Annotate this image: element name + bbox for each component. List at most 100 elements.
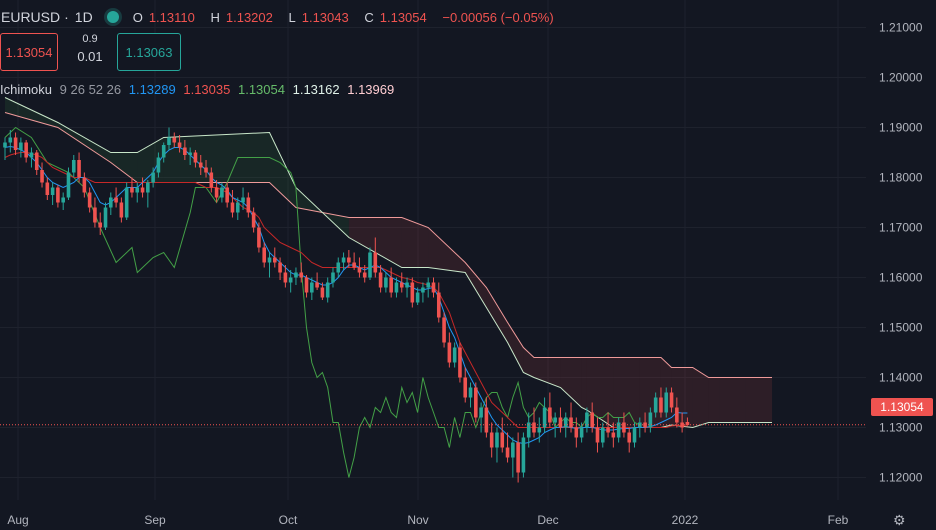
candle-body <box>34 152 39 170</box>
y-axis: 1.21000 1.20000 1.19000 1.18000 1.17000 1.160… <box>879 21 923 485</box>
market-status-icon <box>106 11 119 23</box>
high-label: H <box>210 9 220 25</box>
candle-body <box>325 282 330 298</box>
candle-body <box>225 187 229 203</box>
y-tick-label: 1.16000 <box>879 271 923 285</box>
last-price-badge: 1.13054 <box>871 398 933 416</box>
candle-body <box>124 187 129 218</box>
candle-body <box>198 162 203 168</box>
candle-body <box>50 187 55 195</box>
candle-body <box>304 277 309 293</box>
candle-body <box>685 422 690 425</box>
candle-body <box>399 282 404 288</box>
candle-body <box>315 282 319 288</box>
cloud-segment <box>428 227 466 273</box>
cloud-segment <box>401 217 429 268</box>
x-tick-label: Sep <box>144 513 166 527</box>
candle-body <box>331 272 335 283</box>
y-tick-label: 1.12000 <box>879 471 923 485</box>
cloud-segment <box>708 377 720 423</box>
candle-body <box>378 272 383 288</box>
sell-button[interactable]: 1.13054 <box>0 33 58 71</box>
candle-body <box>193 152 198 163</box>
spread-bottom: 0.01 <box>77 49 103 64</box>
y-tick-label: 1.15000 <box>879 321 923 335</box>
high-value: 1.13202 <box>225 9 273 25</box>
candle-body <box>463 377 468 398</box>
x-axis: Aug Sep Oct Nov Dec 2022 Feb <box>7 513 848 527</box>
cloud-segment <box>57 122 111 163</box>
candle-body <box>569 417 573 428</box>
candle-body <box>140 187 145 193</box>
candle-body <box>489 432 494 448</box>
lagging-span-value: 1.13054 <box>237 82 285 97</box>
candle-body <box>146 182 150 193</box>
candle-body <box>177 142 182 148</box>
candle-body <box>257 227 261 248</box>
candle-body <box>246 197 251 213</box>
indicator-legend[interactable]: Ichimoku 9 26 52 26 1.13289 1.13035 1.13… <box>0 82 398 97</box>
candle-body <box>188 152 192 155</box>
candle-body <box>669 392 674 408</box>
open-label: O <box>132 9 143 25</box>
lead-a-line <box>4 97 772 429</box>
y-tick-label: 1.20000 <box>879 71 923 85</box>
buy-button[interactable]: 1.13063 <box>117 33 181 71</box>
candle-body <box>299 272 304 278</box>
candle-body <box>579 427 584 438</box>
candle-body <box>288 277 293 283</box>
candle-body <box>66 172 71 198</box>
candle-body <box>394 282 399 293</box>
candle-body <box>71 160 76 173</box>
candle-body <box>452 347 457 363</box>
x-tick-label: Oct <box>279 513 298 527</box>
candle-body <box>130 187 134 193</box>
candle-body <box>627 432 632 443</box>
candle-body <box>548 407 552 423</box>
candle-body <box>352 262 356 268</box>
candle-body <box>93 207 97 223</box>
candle-body <box>310 282 314 293</box>
x-tick-label: Dec <box>537 513 558 527</box>
candle-body <box>294 272 298 278</box>
candle-body <box>13 137 18 150</box>
candle-body <box>653 397 658 413</box>
candle-body <box>172 137 177 143</box>
candle-body <box>574 427 579 438</box>
cloud-segment <box>5 97 58 128</box>
y-tick-label: 1.14000 <box>879 371 923 385</box>
candle-body <box>558 417 563 428</box>
candle-body <box>251 212 256 228</box>
candle-body <box>167 137 171 145</box>
cloud-segment <box>110 152 138 183</box>
candle-body <box>616 422 621 438</box>
candle-body <box>362 272 367 278</box>
candle-body <box>590 412 594 428</box>
open-value: 1.13110 <box>148 9 195 25</box>
candle-body <box>436 292 441 318</box>
candle-body <box>622 422 626 433</box>
candle-body <box>442 317 446 343</box>
candle-body <box>532 422 536 433</box>
gear-icon[interactable]: ⚙ <box>893 512 906 528</box>
conversion-line-value: 1.13289 <box>128 82 176 97</box>
candle-body <box>220 187 224 198</box>
candle-body <box>204 167 208 173</box>
candle-body <box>241 197 245 203</box>
candle-body <box>421 287 425 293</box>
cloud-segment <box>465 262 487 308</box>
cloud-segment <box>586 357 614 428</box>
candle-body <box>151 172 155 183</box>
cloud-segment <box>534 357 561 388</box>
symbol-header: EURUSD · 1D O 1.13110 H 1.13202 L 1.13043 C… <box>0 6 560 28</box>
candle-body <box>468 387 473 398</box>
candle-body <box>505 447 510 458</box>
candle-body <box>484 407 489 433</box>
candle-body <box>283 272 288 283</box>
indicator-lines <box>4 97 772 478</box>
candles <box>3 127 690 483</box>
interval-label[interactable]: 1D <box>74 9 93 25</box>
symbol-name[interactable]: EURUSD <box>1 9 61 25</box>
candle-body <box>267 257 272 263</box>
